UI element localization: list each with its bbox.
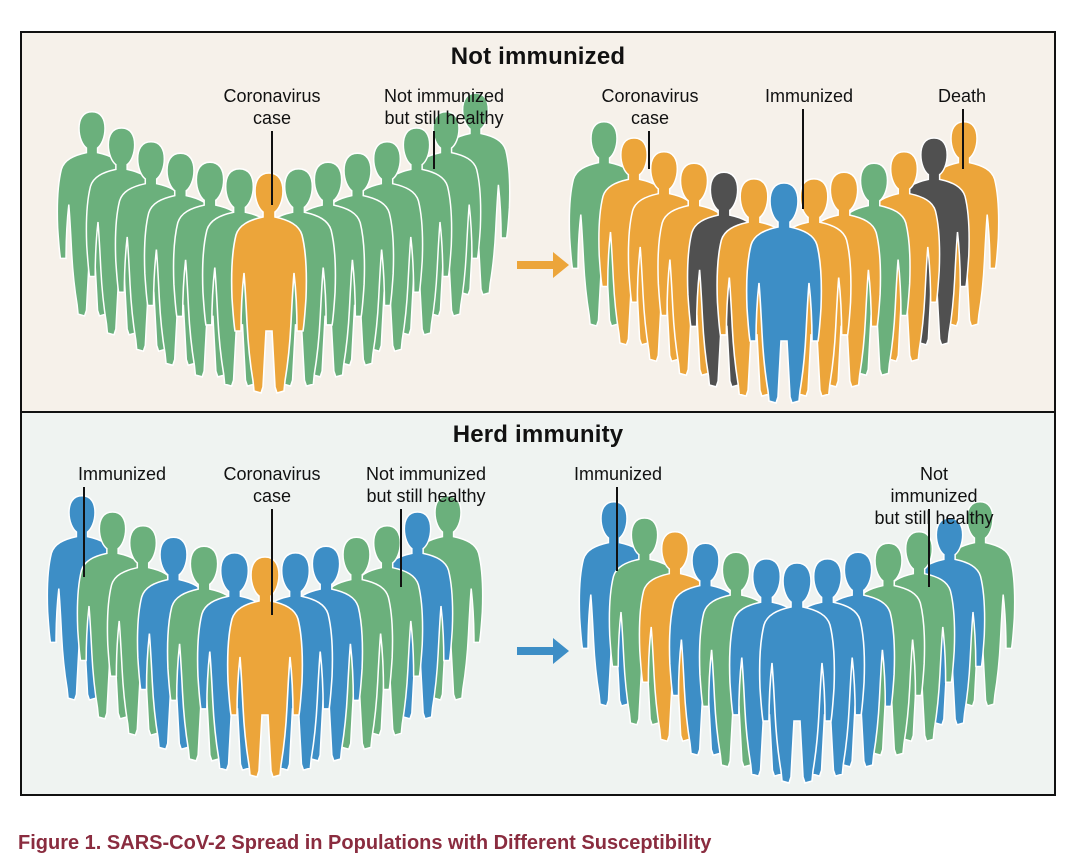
label-immunized: Immunized [77, 464, 167, 484]
crowd-herd-after [578, 501, 1016, 784]
leader-line [83, 487, 85, 577]
leader-line [928, 509, 930, 587]
arrow-right-icon [517, 252, 569, 278]
label-immunized-after: Immunized [573, 464, 663, 484]
label-death: Death [937, 86, 987, 106]
label-not-immunized-healthy-after: Not immunized but still healthy [874, 464, 994, 528]
panel-title-not-immunized: Not immunized [450, 43, 626, 70]
crowd-not-immunized-before [56, 92, 511, 394]
label-coronavirus-case: Coronavirus case [223, 464, 321, 506]
arrow-right-icon [517, 638, 569, 664]
leader-line [802, 109, 804, 209]
leader-line [616, 487, 618, 571]
arrow-icon [517, 638, 569, 664]
label-coronavirus-case-after: Coronavirus case [601, 86, 699, 128]
leader-line [962, 109, 964, 169]
leader-line [271, 509, 273, 615]
not-immunized-panel: Not immunized Coronavirus case Not immun… [22, 33, 1054, 413]
leader-line [648, 131, 650, 169]
crowd-not-immunized-after [568, 121, 1000, 404]
crowd-herd-before [46, 495, 484, 778]
leader-line [271, 131, 273, 205]
leader-line [400, 509, 402, 587]
label-not-immunized-healthy: Not immunized but still healthy [365, 464, 487, 506]
leader-line [433, 131, 435, 169]
panel-title-herd-immunity: Herd immunity [452, 421, 624, 448]
herd-immunity-panel: Herd immunity Immunized Coronavirus case… [22, 413, 1054, 794]
label-not-immunized-healthy: Not immunized but still healthy [383, 86, 505, 128]
arrow-icon [517, 252, 569, 278]
label-immunized-after: Immunized [764, 86, 854, 106]
figure-caption: Figure 1. SARS-CoV-2 Spread in Populatio… [18, 832, 712, 854]
person-figure-coronavirus-case [230, 172, 308, 394]
person-figure-immunized [745, 182, 823, 404]
person-figure-immunized [758, 562, 836, 784]
figure-frame: Not immunized Coronavirus case Not immun… [20, 31, 1056, 796]
person-figure-coronavirus-case [226, 556, 304, 778]
label-coronavirus-case: Coronavirus case [223, 86, 321, 128]
